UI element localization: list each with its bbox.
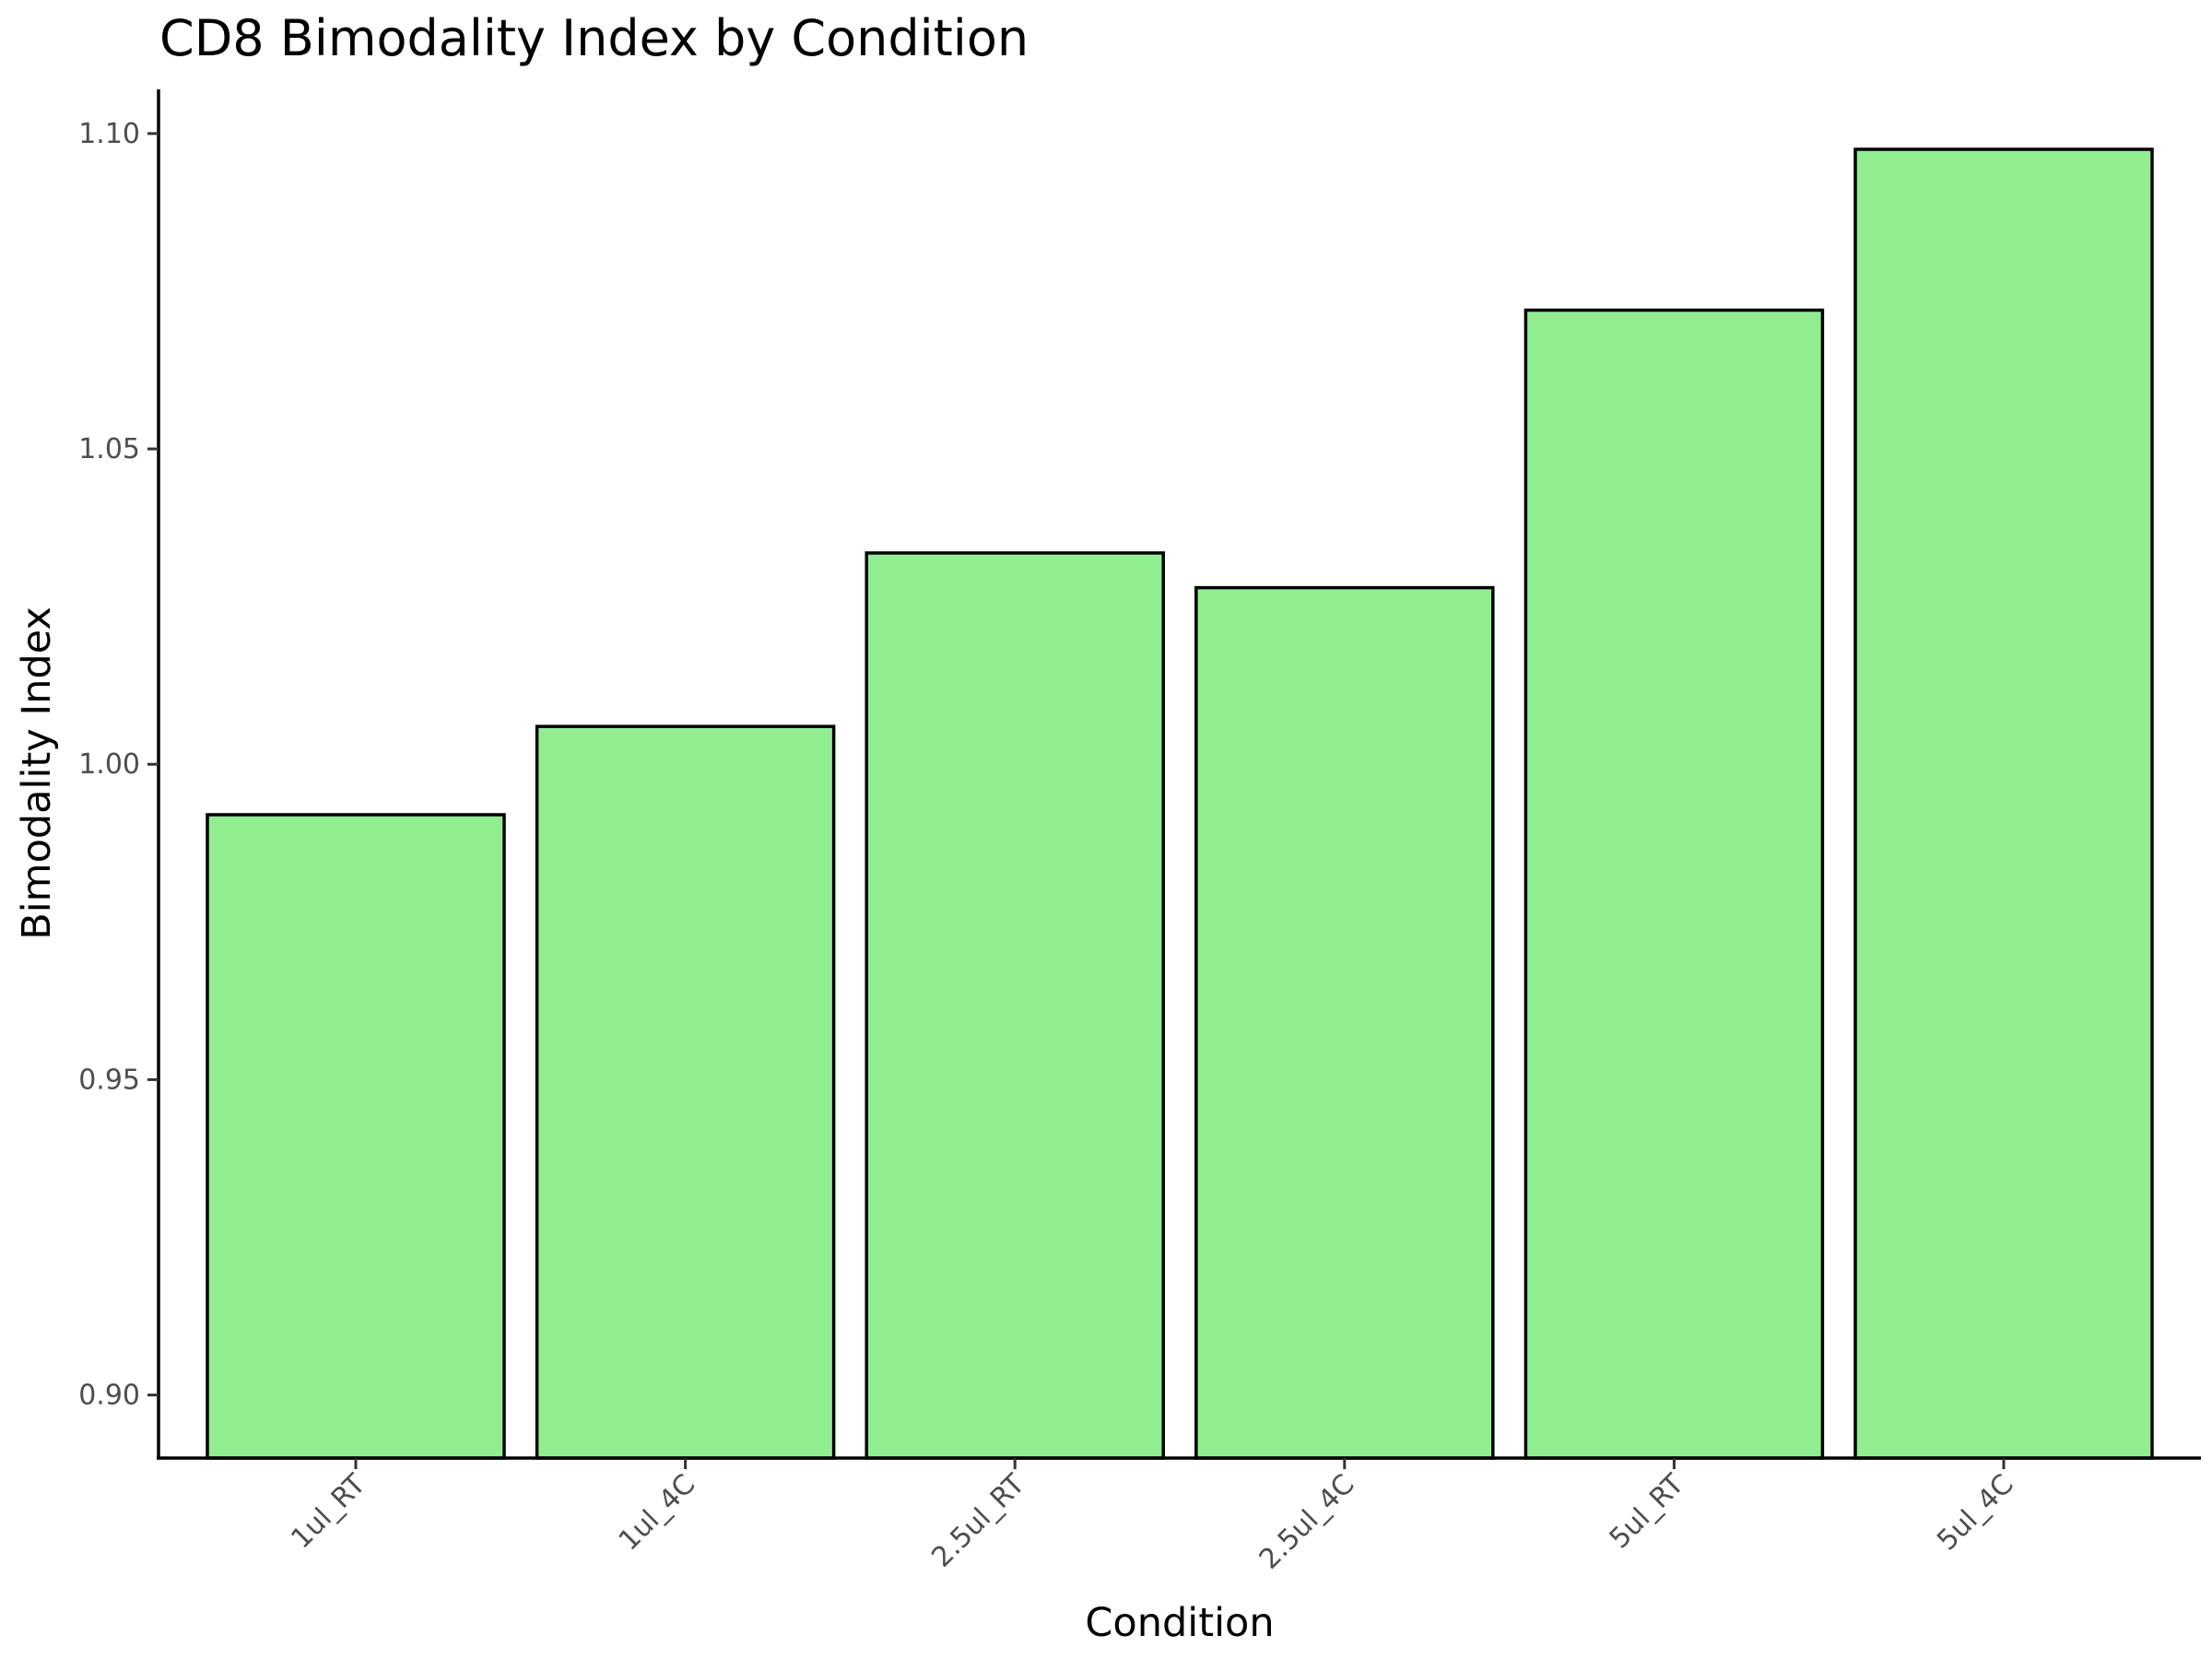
x-tick-label-1ul_4C: 1ul_4C (613, 1468, 702, 1558)
x-axis-title: Condition (1085, 1600, 1274, 1646)
x-tick-label-1ul_RT: 1ul_RT (285, 1467, 372, 1555)
y-tick-label-1.10: 1.10 (78, 118, 140, 150)
x-ticks-group: 1ul_RT 1ul_4C 2.5ul_RT 2.5ul_4C 5ul_RT 5ul_4C (285, 1458, 2020, 1576)
y-tick-label-0.95: 0.95 (78, 1064, 140, 1096)
x-tick-label-2.5ul_4C: 2.5ul_4C (1253, 1468, 1361, 1576)
y-tick-label-0.90: 0.90 (78, 1380, 140, 1412)
y-ticks-group: 0.90 0.95 1.00 1.05 1.10 (78, 118, 159, 1412)
bar-2.5ul_RT (865, 551, 1165, 1460)
x-tick-label-5ul_4C: 5ul_4C (1931, 1468, 2020, 1558)
x-tick-label-2.5ul_RT: 2.5ul_RT (925, 1467, 1031, 1573)
y-axis-title: Bimodality Index (14, 606, 60, 940)
bar-5ul_4C (1853, 147, 2154, 1460)
bars-group (206, 147, 2154, 1460)
bar-2.5ul_4C (1194, 585, 1495, 1460)
y-tick-label-1.05: 1.05 (78, 433, 140, 465)
bar-1ul_4C (535, 724, 836, 1460)
bar-5ul_RT (1524, 308, 1825, 1460)
chart-title: CD8 Bimodality Index by Condition (159, 9, 1029, 67)
x-tick-label-5ul_RT: 5ul_RT (1604, 1467, 1691, 1555)
bar-1ul_RT (206, 813, 506, 1460)
y-tick-label-1.00: 1.00 (78, 748, 140, 781)
